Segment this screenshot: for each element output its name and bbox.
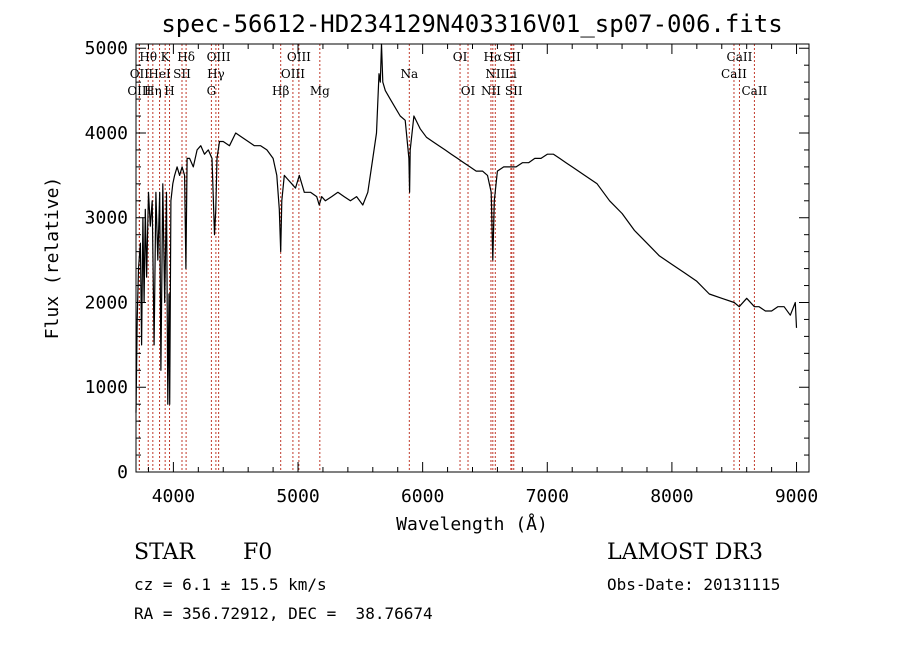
survey-name: LAMOST DR3 [607, 540, 763, 565]
spectral-line-label: CaII [727, 50, 753, 64]
spectral-line-label: Hθ [139, 50, 157, 64]
flux-series-line [135, 43, 798, 413]
spectral-line-label: NII [481, 84, 501, 98]
y-axis-ticks: 0 1000 2000 3000 4000 5000 [85, 38, 809, 483]
y-tick-label: 1000 [85, 377, 128, 398]
spectral-line-label: OI [461, 84, 476, 98]
x-tick-label: 5000 [276, 486, 319, 507]
spectral-line-label: CaII [741, 84, 767, 98]
spectral-line-label: G [207, 84, 217, 98]
subclass: F0 [243, 540, 273, 565]
x-axis-ticks: 4000 5000 6000 7000 8000 9000 [147, 44, 818, 507]
x-tick-label: 9000 [775, 486, 818, 507]
spectral-line-label: NII [485, 67, 505, 81]
x-tick-label: 8000 [650, 486, 693, 507]
spectral-line-labels: Hθ OII OIII K HeI Hη Hδ SII H OIII Hγ G OIII OIII Hβ Mg… [127, 50, 767, 98]
spectral-line-label: Hα [484, 50, 503, 64]
spectral-line-label: OIII [281, 67, 305, 81]
spectral-line-label: SII [505, 84, 523, 98]
y-axis-label: Flux (relative) [42, 177, 63, 340]
spectral-line-label: Hγ [207, 67, 225, 81]
spectral-line-label: OI [453, 50, 468, 64]
y-tick-label: 3000 [85, 208, 128, 229]
spectral-line-label: Hη [144, 84, 162, 98]
x-tick-label: 7000 [526, 486, 569, 507]
y-tick-label: 0 [117, 462, 128, 483]
spectral-line-label: Li [505, 67, 517, 81]
y-tick-label: 2000 [85, 292, 128, 313]
y-tick-label: 4000 [85, 123, 128, 144]
coordinates: RA = 356.72912, DEC = 38.76674 [134, 604, 433, 623]
spectral-line-label: CaII [721, 67, 747, 81]
chart-title: spec-56612-HD234129N403316V01_sp07-006.f… [161, 10, 782, 38]
x-axis-label: Wavelength (Å) [396, 513, 548, 535]
spectral-line-label: OIII [127, 84, 151, 98]
spectral-line-label: OIII [207, 50, 231, 64]
x-tick-label: 4000 [152, 486, 195, 507]
spectral-line-label: OIII [287, 50, 311, 64]
spectral-line-label: OII [130, 67, 150, 81]
spectral-line-label: Mg [310, 84, 330, 98]
x-tick-label: 6000 [401, 486, 444, 507]
spectral-line-label: HeI [148, 67, 171, 81]
redshift-cz: cz = 6.1 ± 15.5 km/s [134, 575, 327, 594]
object-class: STAR [134, 540, 195, 565]
spectral-line-label: SII [173, 67, 191, 81]
y-tick-label: 5000 [85, 38, 128, 59]
spectral-line-label: K [161, 50, 171, 64]
spectral-line-label: Na [400, 67, 418, 81]
spectral-line-label: H [164, 84, 174, 98]
plot-frame [135, 43, 810, 473]
observation-date: Obs-Date: 20131115 [607, 575, 781, 594]
spectral-line-label: Hδ [177, 50, 195, 64]
spectral-line-label: Hβ [272, 84, 289, 98]
spectral-line-label: SII [503, 50, 521, 64]
